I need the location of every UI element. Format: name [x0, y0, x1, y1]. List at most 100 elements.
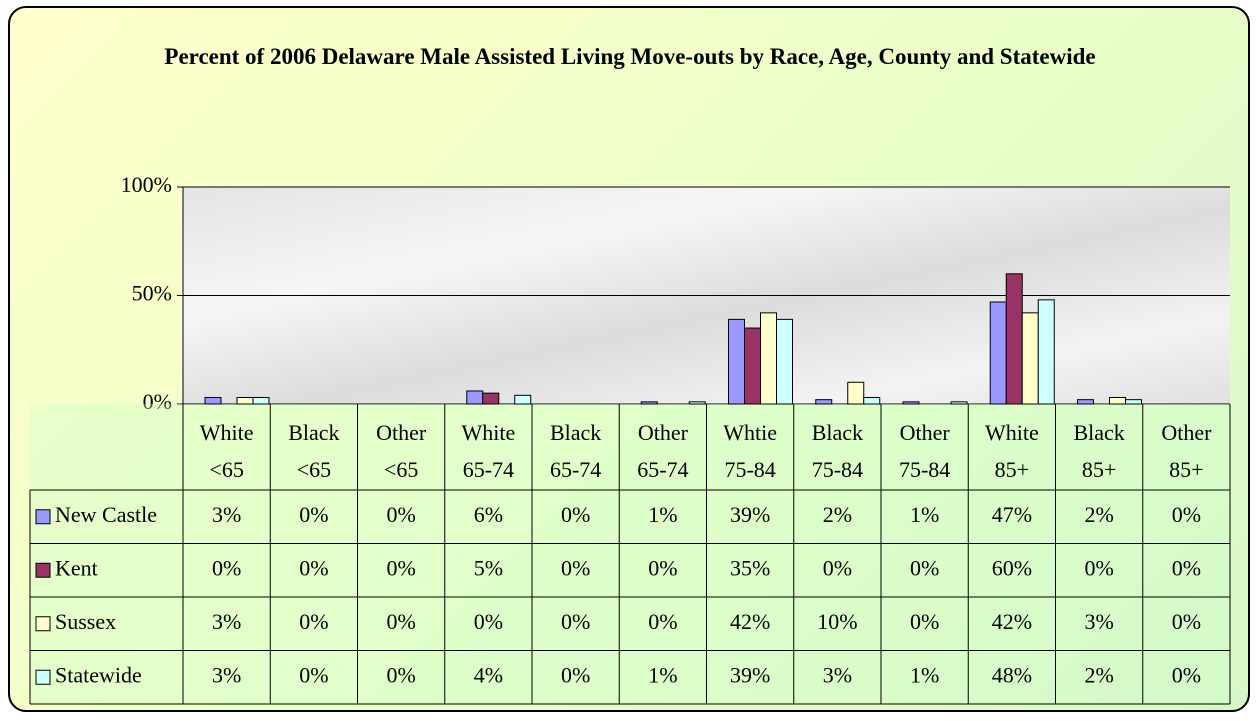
- bar: [466, 390, 484, 405]
- data-label: 2%: [823, 502, 852, 527]
- bar: [1077, 399, 1094, 405]
- data-label: 0%: [561, 502, 590, 527]
- x-tick-label: 65-74: [637, 457, 688, 482]
- bar: [1109, 396, 1126, 405]
- data-label: 3%: [823, 662, 852, 687]
- x-tick-label: White: [985, 420, 1039, 445]
- data-label: 0%: [1172, 609, 1201, 634]
- data-label: 0%: [386, 502, 415, 527]
- x-tick-label: Black: [1073, 420, 1124, 445]
- bar: [640, 401, 658, 405]
- data-label: 2%: [1084, 662, 1113, 687]
- data-label: 0%: [299, 555, 328, 580]
- data-label: 0%: [561, 609, 590, 634]
- data-label: 0%: [474, 609, 503, 634]
- data-label: 0%: [1084, 555, 1113, 580]
- data-label: 60%: [992, 555, 1032, 580]
- data-label: 0%: [910, 609, 939, 634]
- x-tick-label: 65-74: [463, 457, 514, 482]
- bar: [482, 392, 500, 405]
- x-tick-label: 85+: [1082, 457, 1116, 482]
- bar: [1021, 312, 1039, 405]
- legend-swatch: [35, 509, 51, 525]
- table-bg: [30, 404, 1230, 704]
- bar: [815, 399, 833, 405]
- bar: [902, 401, 920, 405]
- bar: [688, 401, 706, 405]
- legend-swatch: [35, 616, 51, 632]
- x-tick-label: Other: [638, 420, 689, 445]
- y-tick-label: 50%: [132, 281, 172, 306]
- x-tick-label: 75-84: [724, 457, 775, 482]
- bar: [847, 381, 865, 405]
- x-tick-label: 75-84: [899, 457, 950, 482]
- data-label: 2%: [1084, 502, 1113, 527]
- data-label: 35%: [730, 555, 770, 580]
- x-tick-label: <65: [297, 457, 331, 482]
- data-label: 6%: [474, 502, 503, 527]
- x-tick-label: Black: [550, 420, 601, 445]
- data-label: 0%: [561, 555, 590, 580]
- x-tick-label: White: [200, 420, 254, 445]
- x-tick-label: 65-74: [550, 457, 601, 482]
- x-tick-label: 85+: [1169, 457, 1203, 482]
- bar: [950, 401, 968, 405]
- data-label: 0%: [823, 555, 852, 580]
- bar: [989, 301, 1007, 405]
- data-label: 3%: [212, 502, 241, 527]
- data-label: 3%: [212, 662, 241, 687]
- x-tick-label: Black: [288, 420, 339, 445]
- data-label: 1%: [648, 502, 677, 527]
- legend-swatch: [35, 562, 51, 578]
- legend-label: Sussex: [55, 609, 116, 634]
- data-label: 0%: [1172, 502, 1201, 527]
- data-label: 10%: [817, 609, 857, 634]
- data-label: 0%: [1172, 555, 1201, 580]
- bar: [776, 318, 793, 405]
- chart-title: Percent of 2006 Delaware Male Assisted L…: [164, 44, 1096, 69]
- data-label: 4%: [474, 662, 503, 687]
- legend-label: New Castle: [55, 502, 157, 527]
- data-label: 1%: [910, 662, 939, 687]
- data-label: 0%: [212, 555, 241, 580]
- bar: [204, 396, 222, 405]
- data-label: 0%: [386, 609, 415, 634]
- x-tick-label: Other: [376, 420, 427, 445]
- legend-label: Statewide: [55, 662, 142, 687]
- bar: [236, 396, 254, 405]
- data-label: 0%: [910, 555, 939, 580]
- data-label: 39%: [730, 662, 770, 687]
- x-tick-label: White: [461, 420, 515, 445]
- x-tick-label: Black: [812, 420, 863, 445]
- x-tick-label: Other: [900, 420, 951, 445]
- data-label: 42%: [992, 609, 1032, 634]
- bar: [760, 312, 777, 405]
- data-label: 3%: [1084, 609, 1113, 634]
- data-label: 0%: [648, 555, 677, 580]
- data-label: 0%: [299, 502, 328, 527]
- data-label: 3%: [212, 609, 241, 634]
- y-tick-label: 100%: [121, 172, 172, 197]
- x-tick-label: <65: [384, 457, 418, 482]
- data-label: 0%: [1172, 662, 1201, 687]
- bar: [744, 327, 761, 405]
- bar: [728, 318, 745, 405]
- data-label: 39%: [730, 502, 770, 527]
- data-label: 0%: [299, 609, 328, 634]
- data-label: 1%: [910, 502, 939, 527]
- x-tick-label: 75-84: [812, 457, 863, 482]
- bar: [1125, 399, 1142, 405]
- bar: [514, 394, 532, 405]
- bar: [1037, 299, 1055, 405]
- bar: [1005, 273, 1023, 405]
- x-tick-label: <65: [209, 457, 243, 482]
- y-tick-label: 0%: [143, 389, 172, 414]
- x-tick-label: Other: [1161, 420, 1212, 445]
- x-tick-label: Whtie: [723, 420, 777, 445]
- data-label: 0%: [299, 662, 328, 687]
- data-label: 47%: [992, 502, 1032, 527]
- data-label: 48%: [992, 662, 1032, 687]
- bar: [252, 396, 270, 405]
- bar: [863, 396, 881, 405]
